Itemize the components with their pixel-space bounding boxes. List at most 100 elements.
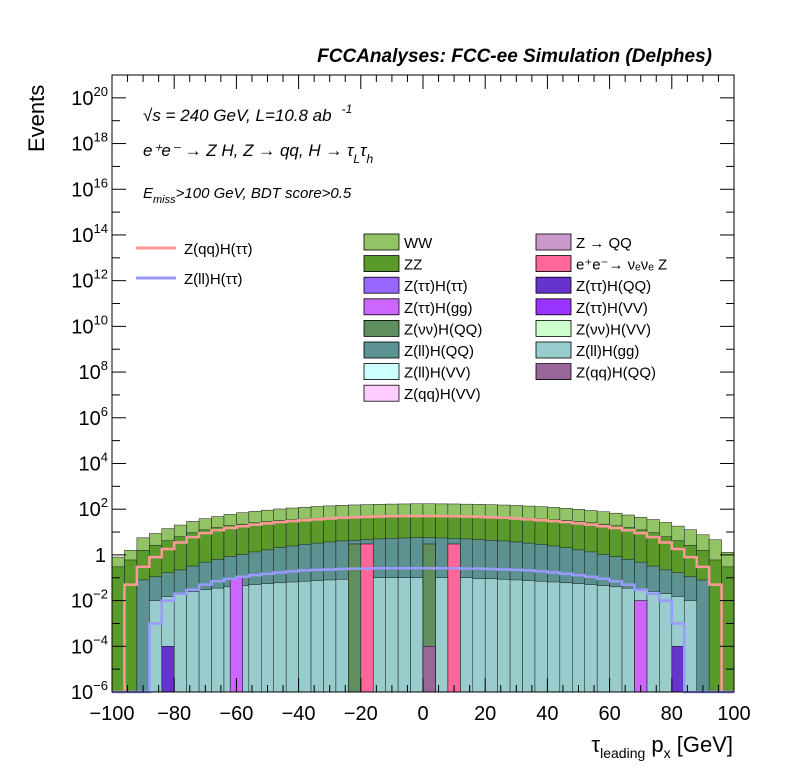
legend-swatch-4 (535, 319, 572, 337)
sparse-bar-8 (634, 600, 648, 693)
legend-label-2: Z(ττ)H(ττ) (404, 278, 468, 295)
bar-3-28 (460, 577, 474, 693)
bar-3-38 (584, 584, 598, 693)
legend-swatch-0 (363, 233, 400, 251)
y-tick-label-12: 1018 (71, 130, 108, 156)
bar-3-29 (472, 578, 486, 693)
legend-swatch-2 (535, 276, 572, 294)
sparse-bar-1 (348, 543, 362, 693)
annotation-cuts: Emiss>100 GeV, BDT score>0.5 (143, 185, 352, 206)
bar-1-1 (124, 559, 138, 693)
bar-1-49 (721, 566, 735, 693)
y-tick-label-11: 1016 (71, 175, 108, 201)
bar-3-43 (646, 591, 660, 693)
legend-line-label-0: Z(qq)H(ττ) (184, 241, 253, 258)
bar-3-13 (273, 582, 287, 693)
x-tick-label-8: 60 (598, 703, 620, 725)
x-tick-label-0: −100 (89, 703, 134, 725)
legend-swatch-2 (363, 276, 400, 294)
line-series-1 (112, 567, 734, 694)
bar-3-5 (173, 593, 187, 693)
legend-swatch-5 (363, 341, 400, 359)
annotation-block: √s = 240 GeV, L=10.8 ab -1 e⁺e⁻ → Z H, Z … (143, 102, 373, 206)
y-tick-label-5: 104 (79, 449, 108, 475)
legend-label-1: ZZ (404, 257, 422, 274)
y-axis: 10−6 10−4 10−2 1 102 104 106 108 1010 1012 1014 101… (71, 74, 734, 704)
bar-3-6 (186, 591, 200, 693)
legend-line-label-1: Z(ll)H(ττ) (184, 271, 243, 288)
legend-swatch-4 (363, 319, 400, 337)
stack-3 (149, 577, 697, 693)
sparse-bar-5 (422, 645, 436, 693)
bar-3-44 (659, 593, 673, 693)
x-tick-label-1: −80 (157, 703, 191, 725)
legend-backgrounds-right: Z → QQ e⁺e⁻→ νₑνₑ Z Z(ττ)H(QQ) Z(ττ)H(VV) Z(… (535, 233, 667, 382)
legend-swatch-0 (535, 233, 572, 251)
legend-label-6: Z(qq)H(QQ) (576, 365, 656, 382)
x-tick-label-9: 80 (661, 703, 683, 725)
x-label-var: p (645, 732, 663, 757)
bar-3-26 (435, 577, 449, 693)
legend-label-7: Z(qq)H(VV) (404, 386, 481, 403)
bar-3-41 (621, 587, 635, 693)
x-tick-label-2: −60 (219, 703, 253, 725)
annotation-process: e⁺e⁻ → Z H, Z → qq, H → τLτh (143, 141, 373, 166)
y-axis-label: Events (24, 85, 49, 152)
y-tick-label-1: 10−4 (71, 632, 108, 658)
legend-label-3: Z(ττ)H(gg) (404, 300, 473, 317)
y-tick-label-8: 1010 (71, 312, 108, 338)
legend-label-4: Z(νν)H(QQ) (404, 321, 482, 338)
bar-3-3 (149, 600, 163, 693)
bar-2-47 (696, 579, 710, 693)
legend-swatch-3 (363, 298, 400, 316)
bar-3-12 (261, 583, 274, 693)
x-tick-label-10: 100 (717, 703, 750, 725)
bar-3-14 (285, 581, 299, 693)
y-tick-label-0: 10−6 (71, 678, 108, 704)
legend-label-1: e⁺e⁻→ νₑνₑ Z (576, 257, 667, 274)
bar-3-37 (572, 583, 585, 693)
legend-signal: Z(qq)H(ττ) Z(ll)H(ττ) (136, 241, 253, 288)
bar-3-34 (534, 581, 548, 693)
y-tick-label-10: 1014 (71, 221, 108, 247)
bar-3-23 (397, 577, 411, 693)
bar-3-31 (497, 579, 511, 693)
x-tick-label-7: 40 (536, 703, 558, 725)
bar-3-7 (198, 589, 212, 693)
legend-label-6: Z(ll)H(VV) (404, 365, 471, 382)
bar-3-11 (248, 584, 262, 693)
bar-3-22 (385, 577, 399, 693)
x-tick-label-4: −20 (344, 703, 378, 725)
bar-3-24 (410, 577, 424, 693)
annotation-energy: √s = 240 GeV, L=10.8 ab -1 (143, 102, 352, 125)
x-tick-label-5: 0 (417, 703, 428, 725)
legend-swatch-6 (363, 363, 400, 381)
bar-2-2 (136, 579, 150, 693)
y-tick-label-9: 1012 (71, 267, 108, 293)
bar-3-18 (335, 579, 349, 693)
y-tick-label-2: 10−2 (71, 587, 108, 613)
y-tick-label-6: 106 (79, 404, 108, 430)
bar-1-48 (708, 559, 722, 693)
y-tick-label-7: 108 (79, 358, 108, 384)
x-axis-label: τleading px [GeV] (591, 732, 733, 761)
plot-area (111, 503, 735, 694)
bar-3-8 (211, 587, 225, 693)
legend-swatch-1 (363, 255, 400, 273)
legend-backgrounds-left: WW ZZ Z(ττ)H(ττ) Z(ττ)H(gg) Z(νν)H(QQ) Z(ll)H… (363, 233, 482, 403)
y-tick-label-13: 1020 (71, 84, 108, 110)
bar-3-21 (372, 577, 386, 693)
legend-label-0: WW (404, 235, 433, 252)
bar-3-46 (683, 600, 697, 693)
legend-label-4: Z(νν)H(VV) (576, 321, 651, 338)
x-label-sub: leading (600, 745, 645, 761)
x-tick-label-6: 20 (474, 703, 496, 725)
bar-1-0 (111, 566, 125, 693)
y-tick-label-4: 102 (79, 495, 108, 521)
sparse-bar-0 (229, 577, 243, 693)
bar-3-15 (298, 581, 312, 693)
bar-3-32 (509, 579, 523, 693)
line-series-0 (112, 514, 734, 694)
x-label-varsub: x (664, 745, 671, 761)
